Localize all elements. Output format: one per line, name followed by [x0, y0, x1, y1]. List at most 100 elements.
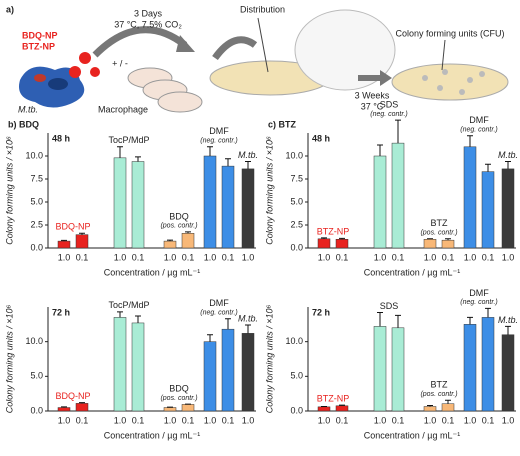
group-label: BDQ-NP: [55, 222, 90, 232]
y-tick-label: 0.0: [290, 405, 303, 415]
x-tick-label: 0.1: [132, 252, 145, 262]
error-bar: [79, 402, 85, 404]
group-label: TocP/MdP: [108, 300, 149, 310]
wells: [127, 67, 203, 113]
error-bar: [167, 239, 173, 242]
x-tick-label: 0.1: [336, 252, 349, 262]
y-tick-label: 10.0: [285, 150, 303, 160]
error-bar: [207, 146, 213, 156]
y-tick-label: 5.0: [30, 196, 43, 206]
y-axis-title: Colony forming units / ×10⁶: [264, 136, 274, 245]
bar: [463, 146, 477, 249]
bar: [423, 406, 437, 412]
error-bar: [505, 161, 511, 169]
bar: [181, 233, 195, 249]
bar: [181, 404, 195, 412]
x-tick-label: 1.0: [114, 415, 127, 425]
x-tick-label: 0.1: [482, 415, 495, 425]
pointer: [441, 39, 446, 71]
treatment: + / -: [112, 58, 128, 68]
bar: [441, 239, 455, 249]
bar: [163, 240, 177, 249]
arrow: [212, 36, 258, 61]
group-label: DMF: [469, 115, 489, 125]
bar: [481, 317, 495, 412]
bar: [113, 157, 127, 249]
x-tick-label: 1.0: [242, 415, 255, 425]
time-label: 72 h: [312, 307, 330, 317]
x-tick-label: 1.0: [502, 415, 515, 425]
cell-label: Macrophage: [98, 104, 148, 114]
group-label: BTZ-NP: [317, 393, 350, 403]
error-bar: [225, 158, 231, 167]
time-label: 48 h: [52, 133, 70, 143]
y-axis-title: Colony forming units / ×10⁶: [264, 304, 274, 413]
error-bar: [245, 324, 251, 334]
y-tick-label: 2.5: [30, 219, 43, 229]
bar: [221, 165, 235, 249]
bar: [57, 240, 71, 249]
group-note: (pos. contr.): [420, 230, 457, 237]
bar: [163, 407, 177, 412]
error-bar: [135, 156, 141, 162]
error-bar: [445, 399, 451, 404]
bar: [335, 239, 349, 249]
y-tick-label: 5.0: [290, 371, 303, 381]
bar: [203, 341, 217, 412]
scheme: a) BDQ-NP BTZ-NP 3 Days 37 °C, 7.5% CO₂ …: [6, 4, 509, 114]
x-tick-label: 1.0: [374, 415, 387, 425]
bacterium: [34, 74, 46, 82]
error-bar: [395, 119, 401, 144]
y-tick-label: 2.5: [290, 219, 303, 229]
np-label: BTZ-NP: [22, 41, 55, 51]
time-label: 48 h: [312, 133, 330, 143]
error-bar: [445, 238, 451, 241]
y-tick-label: 0.0: [30, 242, 43, 252]
bar: [391, 142, 405, 249]
error-bar: [427, 404, 433, 407]
arrow-head: [176, 35, 195, 52]
x-tick-label: 1.0: [204, 252, 217, 262]
group-label: BDQ: [169, 211, 189, 221]
bar: [131, 322, 145, 412]
bar: [335, 405, 349, 412]
bar: [501, 168, 515, 249]
nucleus: [48, 78, 68, 90]
x-tick-label: 0.1: [392, 252, 405, 262]
error-bar: [117, 146, 123, 158]
group-label: BTZ: [431, 380, 449, 390]
bar: [501, 334, 515, 412]
x-tick-label: 0.1: [132, 415, 145, 425]
group-label: M.tb.: [498, 150, 518, 160]
group-note: (pos. contr.): [420, 391, 457, 398]
y-tick-label: 5.0: [30, 371, 43, 381]
error-bar: [485, 163, 491, 172]
y-tick-label: 10.0: [285, 336, 303, 346]
x-tick-label: 0.1: [222, 415, 235, 425]
growth: 3 Weeks: [355, 90, 390, 100]
group-label: M.tb.: [498, 315, 518, 325]
bar: [317, 238, 331, 249]
group-note: (pos. contr.): [160, 223, 197, 230]
bar: [373, 155, 387, 249]
group-label: DMF: [469, 288, 489, 298]
x-tick-label: 1.0: [242, 252, 255, 262]
y-tick-label: 7.5: [30, 173, 43, 183]
group-note: (neg. contr.): [460, 127, 497, 134]
x-tick-label: 0.1: [442, 415, 455, 425]
x-tick-label: 0.1: [182, 415, 195, 425]
error-bar: [505, 325, 511, 335]
y-tick-label: 5.0: [290, 196, 303, 206]
x-tick-label: 0.1: [76, 252, 89, 262]
group-note: (neg. contr.): [370, 111, 407, 118]
bar: [57, 407, 71, 412]
x-tick-label: 1.0: [164, 415, 177, 425]
bar: [463, 324, 477, 412]
error-bar: [61, 239, 67, 242]
nanoparticle: [90, 67, 100, 77]
x-tick-label: 1.0: [318, 252, 331, 262]
group-label: BDQ: [169, 383, 189, 393]
x-tick-label: 1.0: [204, 415, 217, 425]
error-bar: [207, 334, 213, 342]
arrow: [92, 26, 188, 58]
